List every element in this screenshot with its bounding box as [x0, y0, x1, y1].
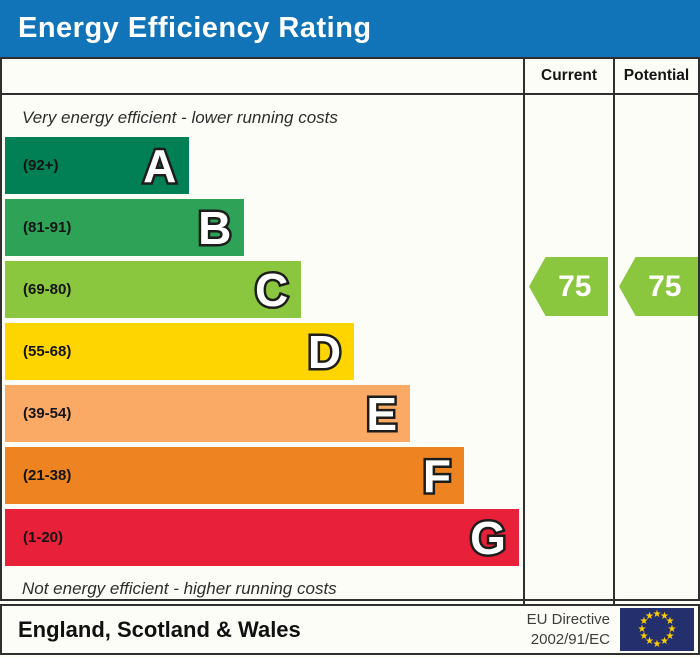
- potential-rating-value: 75: [648, 269, 682, 303]
- current-rating-arrow: 75: [529, 257, 608, 316]
- band-row-c: (69-80) C: [5, 261, 523, 318]
- rating-bands: (92+) A (81-91) B (69-80) C: [5, 137, 523, 566]
- title-bar: Energy Efficiency Rating: [0, 0, 700, 57]
- band-range-label: (69-80): [23, 281, 72, 298]
- current-column: 75: [523, 95, 613, 606]
- eu-directive-line2: 2002/91/EC: [530, 630, 610, 648]
- eu-star-icon: ★: [645, 636, 654, 648]
- band-row-e: (39-54) E: [5, 385, 523, 442]
- eu-star-icon: ★: [660, 636, 669, 648]
- page-title: Energy Efficiency Rating: [18, 12, 372, 44]
- header-spacer: [2, 59, 523, 95]
- band-bar-c: (69-80) C: [5, 261, 302, 318]
- band-row-g: (1-20) G: [5, 509, 523, 566]
- eu-flag-icon: ★ ★ ★ ★ ★ ★ ★ ★ ★ ★ ★ ★: [620, 608, 694, 651]
- band-row-b: (81-91) B: [5, 199, 523, 256]
- band-range-label: (55-68): [23, 343, 72, 360]
- eu-star-icon: ★: [639, 616, 649, 627]
- bottom-note: Not energy efficient - higher running co…: [22, 579, 337, 598]
- band-bar-e: (39-54) E: [5, 385, 411, 442]
- column-header-potential: Potential: [613, 59, 698, 95]
- region-label: England, Scotland & Wales: [18, 616, 301, 642]
- band-row-d: (55-68) D: [5, 323, 523, 380]
- eu-star-icon: ★: [652, 608, 662, 620]
- band-bar-f: (21-38) F: [5, 447, 464, 504]
- band-letter: A: [141, 139, 179, 192]
- eu-directive-line1: EU Directive: [526, 611, 610, 628]
- band-letter: B: [196, 201, 234, 254]
- potential-column: 75: [613, 95, 698, 606]
- potential-rating-arrow: 75: [619, 257, 698, 316]
- band-range-label: (81-91): [23, 219, 72, 236]
- band-letter: C: [253, 263, 291, 316]
- band-bar-d: (55-68) D: [5, 323, 355, 380]
- band-letter: G: [468, 511, 509, 564]
- band-range-label: (92+): [23, 157, 59, 174]
- eu-star-icon: ★: [639, 631, 649, 642]
- eu-star-icon: ★: [645, 610, 654, 622]
- eu-star-icon: ★: [665, 631, 675, 642]
- bands-column: Very energy efficient - lower running co…: [2, 95, 523, 606]
- eu-star-icon: ★: [667, 623, 677, 635]
- band-bar-a: (92+) A: [5, 137, 190, 194]
- band-range-label: (21-38): [23, 467, 72, 484]
- rating-table: Current Potential Very energy efficient …: [0, 57, 700, 606]
- band-range-label: (39-54): [23, 405, 72, 422]
- eu-star-icon: ★: [665, 616, 675, 627]
- band-row-a: (92+) A: [5, 137, 523, 194]
- column-header-current: Current: [523, 59, 613, 95]
- footer-bar: England, Scotland & Wales EU Directive 2…: [0, 604, 700, 655]
- eu-star-icon: ★: [637, 623, 647, 635]
- band-range-label: (1-20): [23, 529, 64, 546]
- top-note: Very energy efficient - lower running co…: [22, 108, 338, 127]
- band-bar-g: (1-20) G: [5, 509, 519, 566]
- eu-star-icon: ★: [660, 610, 669, 622]
- eu-directive-label: EU Directive 2002/91/EC: [527, 610, 610, 649]
- band-letter: D: [305, 325, 343, 378]
- current-rating-value: 75: [558, 269, 592, 303]
- band-row-f: (21-38) F: [5, 447, 523, 504]
- band-letter: E: [364, 387, 400, 440]
- band-letter: F: [420, 449, 453, 502]
- band-bar-b: (81-91) B: [5, 199, 245, 256]
- eu-star-icon: ★: [652, 638, 662, 650]
